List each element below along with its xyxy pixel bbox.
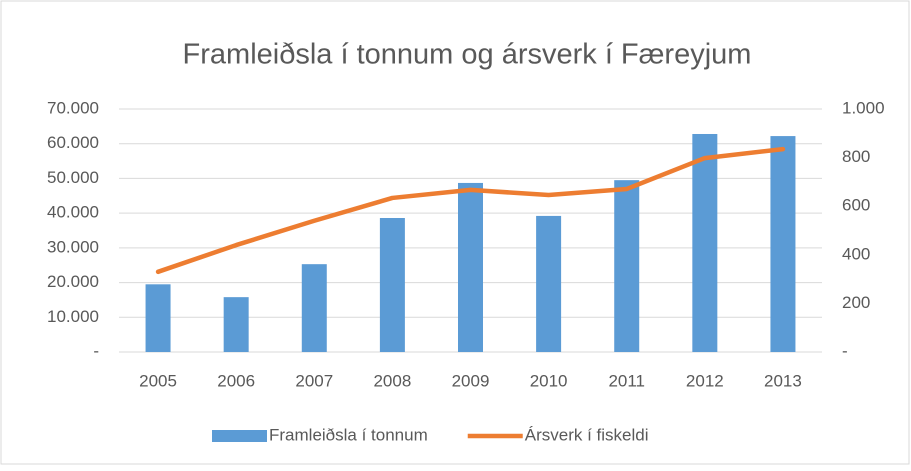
chart-title: Framleiðsla í tonnum og ársverk í Færeyj… [183, 39, 752, 71]
y-tick-label: 70.000 [47, 98, 99, 117]
legend-label: Ársverk í fiskeldi [525, 425, 649, 444]
legend-swatch [212, 430, 267, 442]
bar [223, 297, 249, 352]
y-tick-label: 60.000 [47, 133, 99, 152]
bar [379, 218, 405, 352]
y2-tick-label: 400 [842, 244, 870, 263]
x-tick-label: 2006 [217, 371, 255, 390]
x-tick-label: 2011 [608, 371, 645, 390]
y2-tick-label: - [842, 341, 848, 360]
x-tick-label: 2013 [764, 371, 802, 390]
bar [458, 182, 483, 352]
line [155, 146, 786, 275]
bar [145, 284, 171, 352]
y2-tick-label: 200 [842, 293, 870, 312]
legend-label: Framleiðsla í tonnum [269, 425, 428, 444]
y2-tick-label: 800 [842, 147, 870, 166]
x-tick-label: 2009 [452, 371, 490, 390]
x-tick-label: 2012 [686, 371, 724, 390]
bar [536, 215, 562, 352]
y2-tick-label: 1.000 [842, 98, 885, 117]
y-tick-label: 10.000 [47, 307, 99, 326]
y-tick-label: 30.000 [47, 237, 99, 256]
y-tick-label: 40.000 [47, 203, 99, 222]
x-tick-label: 2010 [530, 371, 568, 390]
bar [614, 180, 640, 352]
bar [692, 133, 718, 352]
y-tick-label: 50.000 [47, 168, 99, 187]
x-tick-label: 2007 [295, 371, 333, 390]
y-tick-label: 20.000 [47, 272, 99, 291]
x-tick-label: 2005 [139, 371, 177, 390]
y-tick-label: - [93, 341, 99, 360]
bar [770, 136, 796, 352]
y2-tick-label: 600 [842, 196, 870, 215]
bar [301, 264, 327, 352]
x-tick-label: 2008 [373, 371, 411, 390]
